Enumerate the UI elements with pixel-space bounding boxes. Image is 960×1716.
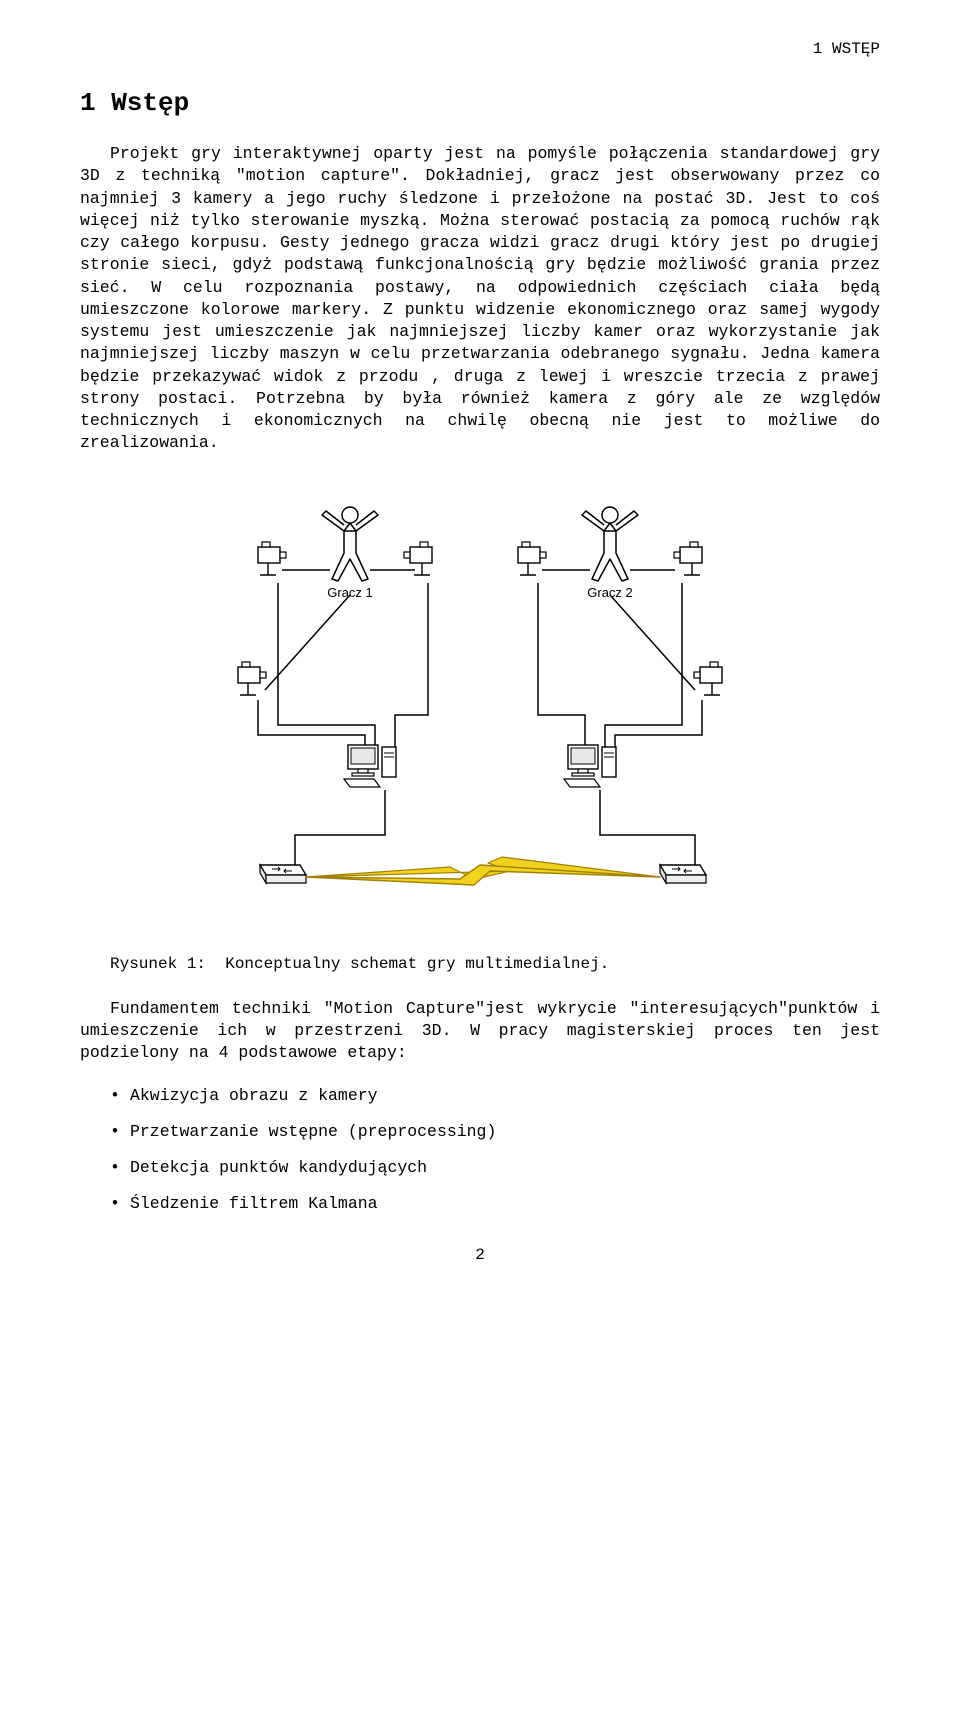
figure-caption: Rysunek 1: Konceptualny schemat gry mult… — [110, 955, 880, 973]
document-page: 1 WSTĘP 1 Wstęp Projekt gry interaktywne… — [0, 0, 960, 1304]
section-heading: 1 Wstęp — [80, 88, 880, 118]
caption-prefix: Rysunek 1: — [110, 955, 206, 973]
paragraph-foundation: Fundamentem techniki "Motion Capture"jes… — [80, 998, 880, 1065]
stage-list: Akwizycja obrazu z kamery Przetwarzanie … — [110, 1085, 880, 1216]
list-item: Przetwarzanie wstępne (preprocessing) — [110, 1121, 880, 1143]
running-header: 1 WSTĘP — [80, 40, 880, 58]
svg-text:Gracz 2: Gracz 2 — [587, 585, 633, 600]
page-number: 2 — [80, 1246, 880, 1264]
figure-schematic: Gracz 1 Gracz 2 — [80, 475, 880, 935]
paragraph-intro-text: Projekt gry interaktywnej oparty jest na… — [80, 144, 880, 452]
paragraph-intro: Projekt gry interaktywnej oparty jest na… — [80, 143, 880, 455]
network-diagram-svg: Gracz 1 Gracz 2 — [170, 475, 790, 935]
svg-text:Gracz 1: Gracz 1 — [327, 585, 373, 600]
list-item: Akwizycja obrazu z kamery — [110, 1085, 880, 1107]
list-item: Detekcja punktów kandydujących — [110, 1157, 880, 1179]
list-item: Śledzenie filtrem Kalmana — [110, 1193, 880, 1215]
caption-text: Konceptualny schemat gry multimedialnej. — [225, 955, 609, 973]
paragraph-foundation-text: Fundamentem techniki "Motion Capture"jes… — [80, 999, 880, 1063]
